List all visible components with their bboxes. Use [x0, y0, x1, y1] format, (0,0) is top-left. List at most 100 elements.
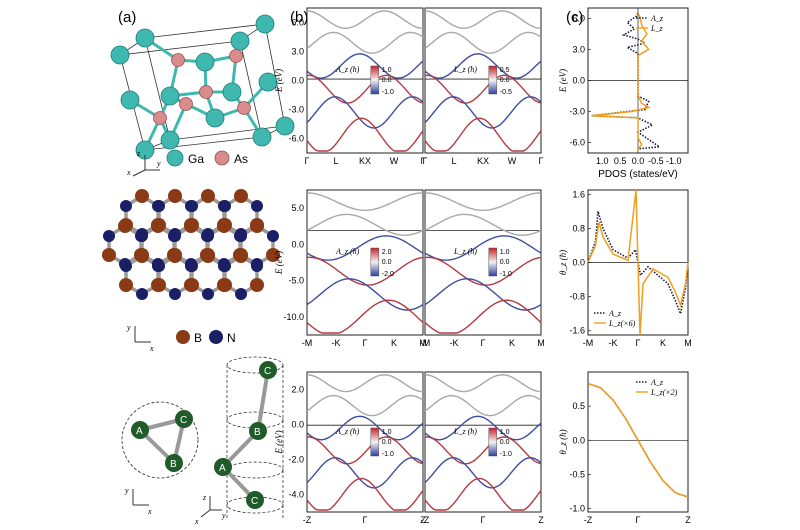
- band-line: [424, 31, 542, 54]
- n-atom: [136, 230, 148, 242]
- band-line: [424, 117, 542, 152]
- x-tick-label: -M: [583, 338, 594, 348]
- band-line: [306, 278, 424, 311]
- ga-atom: [160, 86, 180, 106]
- n-atom: [186, 200, 198, 212]
- k-point-label: L: [333, 156, 338, 166]
- b-legend-swatch: [176, 330, 190, 344]
- chart-c-middle: 1.6 0.8 0.0 -0.8 -1.6 θ_z (ħ) -M -K Γ K M A_zL_z(×6…: [558, 189, 692, 348]
- atom-c: [175, 410, 193, 428]
- k-point-label: KX: [477, 156, 489, 166]
- panel-label-b: (b): [290, 9, 308, 26]
- panel-label-a: (a): [118, 9, 136, 26]
- hc-axis-x: x: [149, 344, 154, 353]
- energy-tick: 0.0: [291, 239, 304, 249]
- band-panel-3-lz: 1.0 0.0 -1.0 L_z (ħ) -Z Γ Z: [421, 371, 544, 525]
- band-line: [424, 192, 542, 212]
- b-atom: [151, 219, 165, 233]
- band-line: [306, 374, 424, 393]
- n-atom: [136, 288, 148, 300]
- y-tick-label: 0.0: [572, 258, 585, 268]
- y-tick-label: 1.6: [572, 189, 585, 199]
- helix-atom-c2-label: C: [251, 496, 258, 507]
- cube-edge: [119, 40, 241, 56]
- axis-y-label: y: [156, 159, 161, 168]
- y-axis-label: θ_z (ħ): [558, 429, 568, 454]
- energy-tick: 0.0: [291, 420, 304, 430]
- chart-c-bottom: 0.5 0.0 -0.5 -1.0 θ_z (ħ) -Z Γ Z A_zL_z(×2): [558, 371, 691, 525]
- colorbar-title: L_z (ħ): [453, 427, 477, 436]
- b-atom: [118, 219, 132, 233]
- k-point-label: -M: [420, 338, 431, 348]
- colorbar-max: 2.0: [382, 249, 392, 256]
- k-point-label: Γ: [421, 156, 426, 166]
- colorbar-mid: 0.0: [382, 259, 392, 266]
- band-panel-1-az: 1.0 0.0 -1.0 A_z (ħ) Γ L KX W Γ: [305, 7, 426, 166]
- band-frame: [306, 7, 424, 154]
- k-point-label: Z: [538, 515, 544, 525]
- n-legend-label: N: [227, 331, 236, 345]
- k-point-label: KX: [359, 156, 371, 166]
- y-tick-label: 6.0: [572, 13, 585, 23]
- colorbar-mid: 0.0: [500, 77, 510, 84]
- y-tick-label: 0.5: [572, 401, 585, 411]
- chart-c-top: 6.03.00.0-3.0-6.0E (eV)1.0 0.5 0.0 -0.5 -1.0…: [558, 7, 689, 180]
- colorbar-title: A_z (ħ): [335, 427, 360, 436]
- ga-atom: [160, 130, 180, 150]
- chain-triangle-view: A C B: [121, 401, 199, 479]
- b-atom: [135, 249, 149, 263]
- band-line: [424, 415, 542, 441]
- band-panel-1-lz: 0.5 0.0 -0.5 L_z (ħ) Γ L KX W Γ: [423, 7, 544, 166]
- k-point-label: -K: [332, 338, 341, 348]
- chain-right-axes: z y x: [194, 493, 226, 526]
- x-tick-label: 0.5: [614, 156, 627, 166]
- energy-tick: 0.0: [291, 76, 304, 86]
- cube-edge: [169, 125, 286, 141]
- colorbar-min: -0.5: [500, 89, 512, 96]
- energy-tick: 5.0: [291, 203, 304, 213]
- b-atom: [250, 278, 264, 292]
- k-point-label: L: [451, 156, 456, 166]
- y-tick-label: -0.8: [569, 292, 585, 302]
- n-atom: [103, 230, 115, 242]
- x-tick-label: -1.0: [666, 156, 682, 166]
- ga-atom: [258, 72, 278, 92]
- n-atom: [186, 260, 198, 272]
- k-point-label: K: [509, 338, 515, 348]
- legend-label: L_z(×2): [650, 388, 678, 397]
- colorbar-min: -2.0: [382, 271, 394, 278]
- band-structure-panels: 1.0 0.0 -1.0 A_z (ħ) Γ L KX W Γ 0.5 0.0 -0.5 L_z (ħ)…: [274, 7, 545, 525]
- colorbar-min: -1.0: [382, 451, 394, 458]
- band-frame: [424, 7, 542, 154]
- band-line: [306, 477, 424, 511]
- x-tick-label: -K: [609, 338, 618, 348]
- as-atom: [153, 111, 167, 125]
- energy-tick: -2.0: [288, 455, 304, 465]
- colorbar-title: A_z (ħ): [335, 247, 360, 256]
- band-line: [306, 415, 424, 441]
- b-atom: [201, 249, 215, 263]
- helix-atom-c-label: C: [264, 366, 271, 377]
- k-point-label: Γ: [305, 156, 310, 166]
- b-atom: [266, 248, 280, 262]
- energy-tick: -10.0: [283, 312, 304, 322]
- ga-atom: [110, 45, 130, 65]
- chain-axis-x: x: [147, 507, 152, 516]
- b-atom: [201, 189, 215, 203]
- k-point-label: Γ: [363, 515, 368, 525]
- honeycomb-axes: y x: [126, 323, 154, 353]
- band-line: [424, 299, 542, 334]
- as-legend-swatch: [214, 150, 230, 166]
- band-line: [424, 53, 542, 79]
- x-tick-label: K: [660, 338, 666, 348]
- colorbar-title: L_z (ħ): [453, 65, 477, 74]
- cube-edge: [144, 136, 263, 151]
- band-line: [306, 456, 424, 489]
- as-atom: [179, 97, 193, 111]
- x-tick-label: Γ: [636, 515, 641, 525]
- band-line: [424, 278, 542, 311]
- series-L_z(×2): [587, 382, 689, 498]
- k-point-label: -Z: [303, 515, 312, 525]
- k-point-label: -M: [302, 338, 313, 348]
- band-frame: [306, 371, 424, 513]
